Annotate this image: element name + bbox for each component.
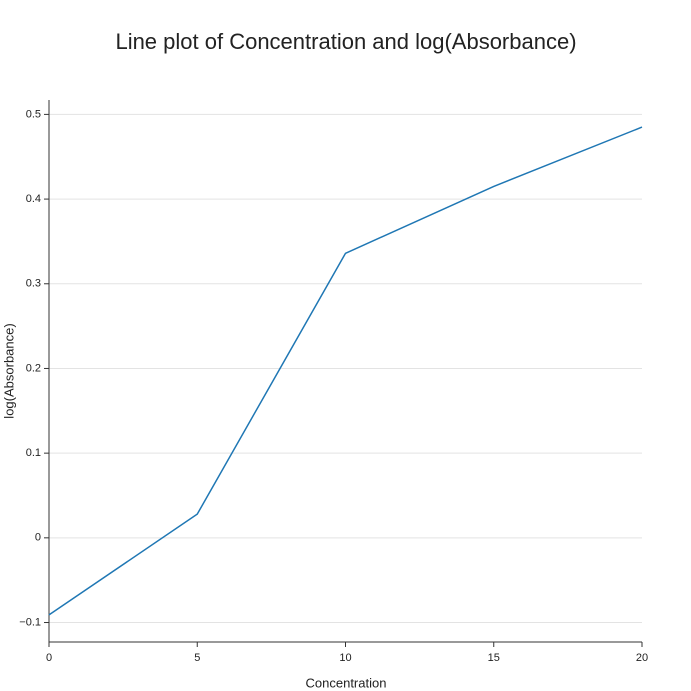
y-tick-label: 0.3 [26, 278, 41, 290]
x-tick-label: 10 [339, 652, 351, 664]
chart-title: Line plot of Concentration and log(Absor… [115, 29, 576, 54]
y-tick-label: 0.2 [26, 362, 41, 374]
y-tick-label: 0 [35, 532, 41, 544]
data-line [48, 126, 643, 616]
y-tick-label: 0.1 [26, 447, 41, 459]
x-tick-label: 0 [46, 652, 52, 664]
y-tick-label: 0.4 [26, 193, 41, 205]
y-tick-label: 0.5 [26, 108, 41, 120]
x-axis-label: Concentration [306, 675, 387, 690]
y-tick-label: −0.1 [19, 616, 41, 628]
y-axis-label: log(Absorbance) [1, 323, 16, 418]
x-tick-label: 5 [194, 652, 200, 664]
x-tick-label: 20 [636, 652, 648, 664]
x-tick-label: 15 [488, 652, 500, 664]
